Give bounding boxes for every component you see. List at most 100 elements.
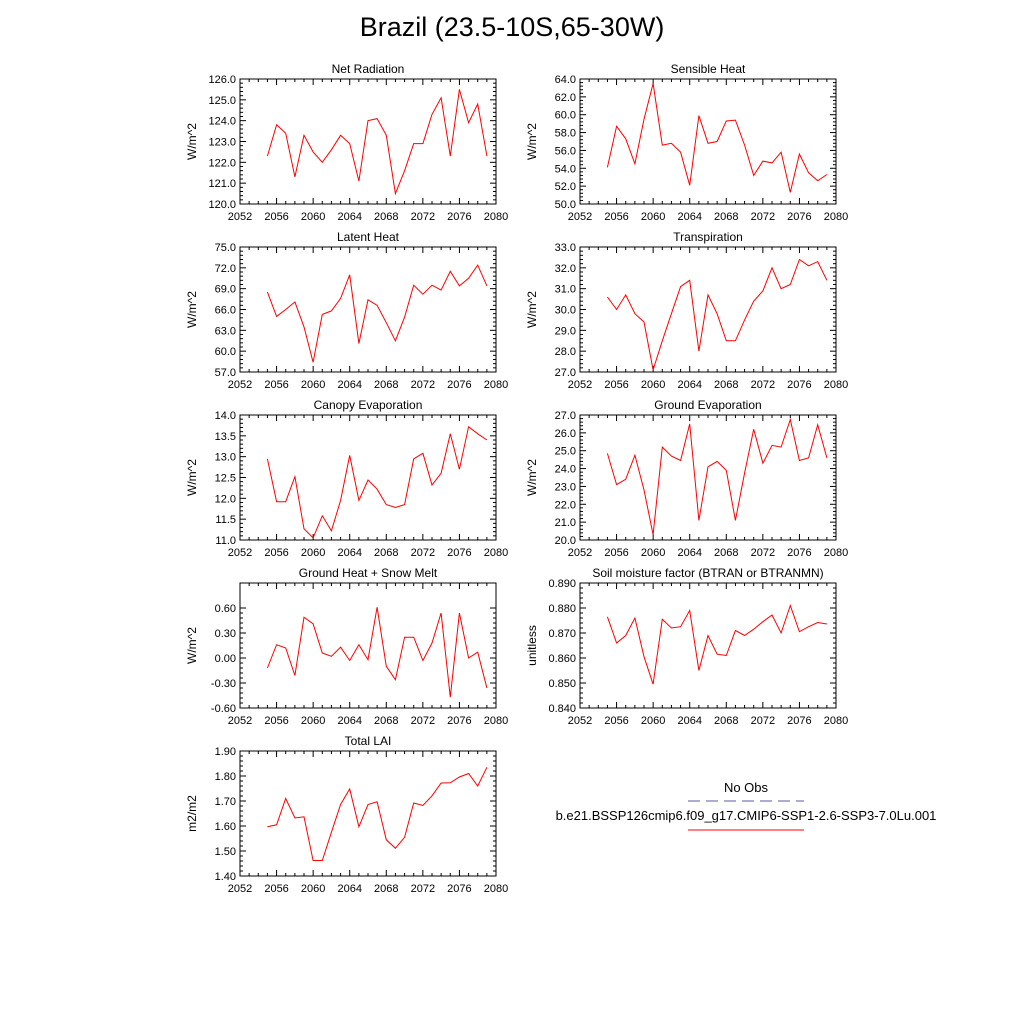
x-tick-label: 2064 bbox=[337, 379, 361, 391]
x-tick-label: 2076 bbox=[447, 211, 471, 223]
x-tick-label: 2072 bbox=[411, 211, 435, 223]
x-tick-label: 2064 bbox=[677, 211, 701, 223]
plot-frame bbox=[579, 582, 837, 709]
x-tick-label: 2056 bbox=[604, 379, 628, 391]
panel-title: Transpiration bbox=[673, 230, 743, 244]
series-line-0 bbox=[606, 603, 827, 685]
y-axis-label: W/m^2 bbox=[185, 627, 199, 664]
x-tick-label: 2064 bbox=[677, 379, 701, 391]
x-tick-label: 2056 bbox=[604, 547, 628, 559]
y-tick-label: 20.0 bbox=[555, 535, 576, 547]
x-tick-label: 2076 bbox=[787, 379, 811, 391]
legend-model-label: b.e21.BSSP126cmip6.f09_g17.CMIP6-SSP1-2.… bbox=[556, 808, 937, 823]
y-tick-label: 21.0 bbox=[555, 517, 576, 529]
x-tick-label: 2068 bbox=[714, 547, 738, 559]
y-tick-label: 14.0 bbox=[215, 410, 236, 422]
x-tick-label: 2052 bbox=[568, 211, 592, 223]
legend-obs-label: No Obs bbox=[724, 780, 769, 795]
x-tick-label: 2060 bbox=[641, 715, 665, 727]
x-tick-label: 2060 bbox=[301, 379, 325, 391]
x-tick-label: 2080 bbox=[484, 715, 508, 727]
y-tick-label: 0.00 bbox=[215, 653, 236, 665]
x-tick-label: 2052 bbox=[568, 547, 592, 559]
series-line-0 bbox=[606, 83, 828, 193]
y-tick-label: 52.0 bbox=[555, 181, 576, 193]
y-tick-label: 62.0 bbox=[555, 92, 576, 104]
x-tick-label: 2080 bbox=[484, 379, 508, 391]
panel-title: Latent Heat bbox=[337, 230, 400, 244]
y-axis-label: W/m^2 bbox=[185, 459, 199, 496]
y-tick-label: 24.0 bbox=[555, 464, 576, 476]
x-tick-label: 2052 bbox=[228, 883, 252, 895]
x-tick-label: 2068 bbox=[374, 883, 398, 895]
x-tick-label: 2076 bbox=[787, 211, 811, 223]
panel-title: Canopy Evaporation bbox=[314, 398, 423, 412]
plot-frame bbox=[239, 246, 497, 373]
y-tick-label: 1.50 bbox=[215, 846, 236, 858]
y-tick-label: 1.70 bbox=[215, 796, 236, 808]
x-tick-label: 2052 bbox=[568, 379, 592, 391]
x-tick-label: 2060 bbox=[641, 547, 665, 559]
panel-3: 2052 2056 2060 2064 2068 2072 2076 2080 27.0 28.0… bbox=[525, 230, 848, 391]
x-tick-label: 2072 bbox=[411, 547, 435, 559]
x-tick-label: 2080 bbox=[484, 883, 508, 895]
y-tick-label: 13.0 bbox=[215, 452, 236, 464]
y-tick-label: 0.890 bbox=[548, 578, 576, 590]
x-tick-label: 2068 bbox=[374, 715, 398, 727]
x-tick-label: 2068 bbox=[714, 715, 738, 727]
y-tick-label: 121.0 bbox=[208, 178, 236, 190]
y-tick-label: 28.0 bbox=[555, 346, 576, 358]
y-axis-label: W/m^2 bbox=[185, 291, 199, 328]
x-tick-label: 2064 bbox=[677, 547, 701, 559]
y-tick-label: 63.0 bbox=[215, 325, 236, 337]
y-tick-label: 56.0 bbox=[555, 145, 576, 157]
legend: No Obs b.e21.BSSP126cmip6.f09_g17.CMIP6-… bbox=[556, 780, 937, 831]
plot-frame bbox=[239, 78, 497, 205]
panel-title: Soil moisture factor (BTRAN or BTRANMN) bbox=[592, 566, 823, 580]
panel-5: 2052 2056 2060 2064 2068 2072 2076 2080 20.0 21.0… bbox=[525, 398, 848, 559]
y-tick-label: 60.0 bbox=[215, 346, 236, 358]
x-tick-label: 2076 bbox=[447, 883, 471, 895]
y-tick-label: 25.0 bbox=[555, 446, 576, 458]
y-tick-label: 1.90 bbox=[215, 746, 236, 758]
plot-frame bbox=[239, 750, 497, 877]
y-tick-label: 29.0 bbox=[555, 325, 576, 337]
x-tick-label: 2072 bbox=[751, 379, 775, 391]
x-tick-label: 2080 bbox=[824, 715, 848, 727]
x-tick-label: 2072 bbox=[751, 547, 775, 559]
x-tick-label: 2068 bbox=[374, 547, 398, 559]
y-tick-label: 0.860 bbox=[548, 653, 576, 665]
series-line-0 bbox=[267, 767, 488, 861]
x-tick-label: 2076 bbox=[447, 715, 471, 727]
y-tick-label: 11.0 bbox=[215, 535, 236, 547]
x-tick-label: 2060 bbox=[301, 547, 325, 559]
x-tick-label: 2056 bbox=[604, 211, 628, 223]
x-tick-label: 2060 bbox=[641, 211, 665, 223]
y-tick-label: 32.0 bbox=[555, 263, 576, 275]
y-tick-label: 72.0 bbox=[215, 263, 236, 275]
series-line-0 bbox=[606, 417, 828, 535]
x-tick-label: 2064 bbox=[337, 883, 361, 895]
series-line-0 bbox=[606, 258, 828, 371]
y-tick-label: 58.0 bbox=[555, 128, 576, 140]
y-tick-label: 12.5 bbox=[215, 473, 236, 485]
x-tick-label: 2064 bbox=[337, 715, 361, 727]
series-line-0 bbox=[266, 264, 488, 363]
x-tick-label: 2064 bbox=[337, 547, 361, 559]
y-tick-label: 124.0 bbox=[208, 116, 236, 128]
y-tick-label: 123.0 bbox=[208, 137, 236, 149]
x-tick-label: 2056 bbox=[264, 715, 288, 727]
y-tick-label: 64.0 bbox=[555, 74, 576, 86]
y-tick-label: 26.0 bbox=[555, 428, 576, 440]
y-tick-label: 57.0 bbox=[215, 367, 236, 379]
x-tick-label: 2060 bbox=[641, 379, 665, 391]
y-tick-label: 23.0 bbox=[555, 481, 576, 493]
panel-title: Sensible Heat bbox=[671, 62, 746, 76]
y-tick-label: 1.80 bbox=[215, 771, 236, 783]
y-tick-label: 126.0 bbox=[208, 74, 236, 86]
x-tick-label: 2056 bbox=[264, 211, 288, 223]
y-tick-label: 12.0 bbox=[215, 493, 236, 505]
y-axis-label: W/m^2 bbox=[525, 123, 539, 160]
x-tick-label: 2068 bbox=[714, 211, 738, 223]
plot-frame bbox=[579, 414, 837, 541]
